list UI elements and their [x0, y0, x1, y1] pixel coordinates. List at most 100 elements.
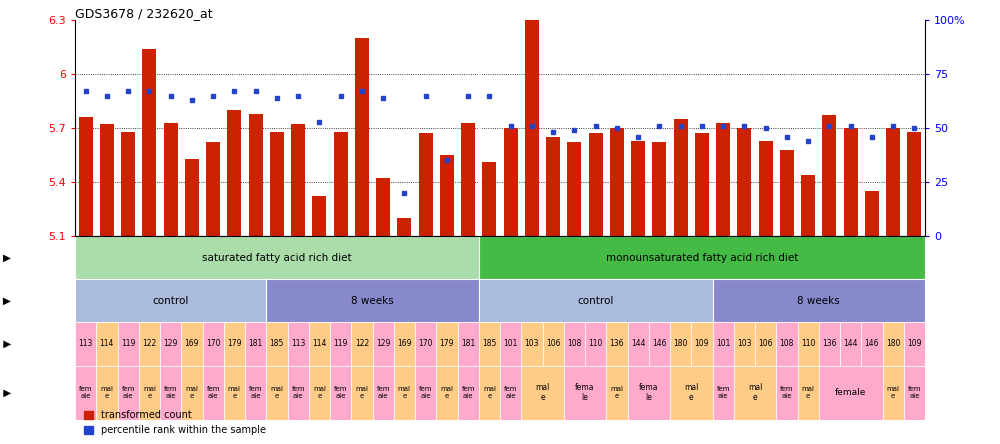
Text: fem
ale: fem ale: [249, 386, 262, 399]
Text: mal
e: mal e: [313, 386, 326, 399]
Bar: [118, 365, 139, 420]
Bar: [759, 141, 773, 236]
Bar: [861, 322, 883, 365]
Bar: [160, 322, 181, 365]
Bar: [801, 175, 815, 236]
Bar: [780, 150, 794, 236]
Bar: [142, 49, 156, 236]
Bar: [312, 196, 326, 236]
Text: 180: 180: [673, 340, 688, 349]
Bar: [160, 365, 181, 420]
Text: fem
ale: fem ale: [716, 386, 730, 399]
Text: 181: 181: [248, 340, 263, 349]
Bar: [121, 131, 135, 236]
Bar: [500, 365, 521, 420]
Bar: [415, 322, 436, 365]
Text: 144: 144: [843, 340, 858, 349]
Bar: [96, 322, 118, 365]
Bar: [266, 279, 479, 322]
Text: mal
e: mal e: [228, 386, 241, 399]
Text: mal
e: mal e: [440, 386, 453, 399]
Text: monounsaturated fatty acid rich diet: monounsaturated fatty acid rich diet: [606, 253, 798, 262]
Text: 170: 170: [206, 340, 220, 349]
Bar: [628, 365, 670, 420]
Text: 109: 109: [907, 340, 922, 349]
Bar: [691, 322, 712, 365]
Bar: [394, 365, 415, 420]
Bar: [712, 279, 925, 322]
Text: 113: 113: [291, 340, 305, 349]
Bar: [288, 322, 309, 365]
Bar: [904, 365, 925, 420]
Bar: [185, 159, 199, 236]
Bar: [776, 365, 798, 420]
Text: 129: 129: [163, 340, 178, 349]
Bar: [589, 133, 603, 236]
Bar: [206, 143, 220, 236]
Text: mal
e: mal e: [143, 386, 156, 399]
Bar: [670, 365, 712, 420]
Text: 101: 101: [716, 340, 730, 349]
Text: 101: 101: [503, 340, 518, 349]
Bar: [482, 162, 496, 236]
Text: fem
ale: fem ale: [334, 386, 347, 399]
Bar: [266, 322, 288, 365]
Text: mal
e: mal e: [535, 383, 550, 402]
Bar: [436, 322, 458, 365]
Text: gender ▶: gender ▶: [0, 388, 11, 397]
Bar: [75, 236, 479, 279]
Bar: [372, 322, 394, 365]
Bar: [564, 322, 585, 365]
Bar: [610, 128, 624, 236]
Bar: [164, 123, 178, 236]
Bar: [904, 322, 925, 365]
Text: fem
ale: fem ale: [164, 386, 177, 399]
Bar: [75, 279, 266, 322]
Legend: transformed count, percentile rank within the sample: transformed count, percentile rank withi…: [80, 407, 270, 439]
Bar: [886, 128, 900, 236]
Bar: [567, 143, 581, 236]
Bar: [479, 365, 500, 420]
Bar: [330, 322, 351, 365]
Bar: [118, 322, 139, 365]
Bar: [606, 365, 628, 420]
Text: 106: 106: [546, 340, 560, 349]
Text: control: control: [152, 296, 189, 306]
Bar: [585, 322, 606, 365]
Text: 181: 181: [461, 340, 475, 349]
Bar: [798, 365, 819, 420]
Text: control: control: [577, 296, 614, 306]
Bar: [819, 322, 840, 365]
Bar: [224, 365, 245, 420]
Text: 179: 179: [227, 340, 242, 349]
Text: 144: 144: [631, 340, 645, 349]
Bar: [181, 322, 202, 365]
Bar: [716, 123, 730, 236]
Text: 109: 109: [695, 340, 709, 349]
Bar: [291, 124, 305, 236]
Text: fem
ale: fem ale: [908, 386, 921, 399]
Text: mal
e: mal e: [100, 386, 113, 399]
Bar: [628, 322, 649, 365]
Bar: [649, 322, 670, 365]
Bar: [394, 322, 415, 365]
Bar: [712, 322, 734, 365]
Text: 114: 114: [312, 340, 327, 349]
Text: 103: 103: [737, 340, 752, 349]
Bar: [504, 128, 518, 236]
Text: 113: 113: [78, 340, 93, 349]
Bar: [525, 20, 539, 236]
Text: mal
e: mal e: [748, 383, 762, 402]
Text: 136: 136: [822, 340, 837, 349]
Bar: [355, 38, 369, 236]
Bar: [461, 123, 475, 236]
Bar: [734, 365, 776, 420]
Text: 169: 169: [185, 340, 199, 349]
Bar: [96, 365, 118, 420]
Text: fem
ale: fem ale: [419, 386, 432, 399]
Bar: [415, 365, 436, 420]
Bar: [500, 322, 521, 365]
Bar: [521, 365, 564, 420]
Bar: [695, 133, 709, 236]
Bar: [564, 365, 606, 420]
